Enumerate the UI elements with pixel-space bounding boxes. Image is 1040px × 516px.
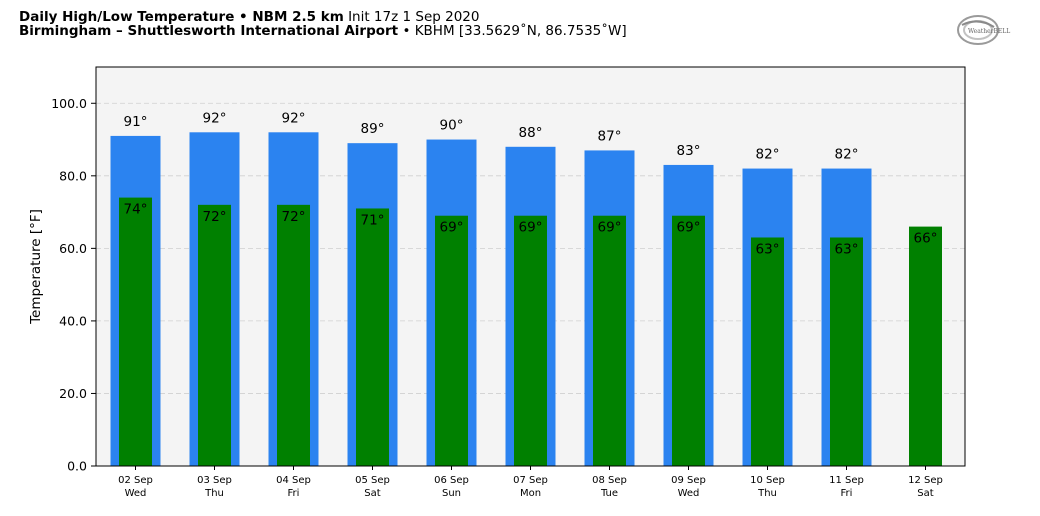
low-temp-bar <box>356 208 389 467</box>
x-tick-weekday: Wed <box>125 488 147 499</box>
low-temp-bar <box>435 215 468 466</box>
high-temp-label: 82° <box>756 147 780 163</box>
high-temp-label: 88° <box>519 125 543 141</box>
x-tick-date: 05 Sep <box>355 475 390 486</box>
low-temp-label: 72° <box>282 209 306 225</box>
x-tick-date: 11 Sep <box>829 475 864 486</box>
high-temp-label: 90° <box>440 118 464 134</box>
low-temp-bar <box>593 215 626 466</box>
x-tick-date: 10 Sep <box>750 475 785 486</box>
x-tick-weekday: Fri <box>288 488 300 499</box>
y-tick-label: 0.0 <box>67 459 87 474</box>
high-temperature-series <box>110 132 872 467</box>
low-temp-bar <box>672 215 705 466</box>
high-temp-label: 82° <box>835 147 859 163</box>
y-tick-label: 40.0 <box>59 313 87 328</box>
high-temp-label: 92° <box>282 110 306 126</box>
y-axis: 0.0 20.0 40.0 60.0 80.0 100.0 <box>51 96 96 474</box>
y-tick-label: 80.0 <box>59 168 87 183</box>
high-temp-label: 92° <box>203 110 227 126</box>
weatherbell-logo-icon: WeatherBELL <box>957 15 1010 45</box>
low-temp-label: 66° <box>914 231 938 247</box>
high-temp-label: 83° <box>677 143 701 159</box>
low-temp-bar <box>514 215 547 466</box>
low-temp-bar <box>909 226 942 466</box>
location-detail: • KBHM [33.5629˚N, 86.7535˚W] <box>402 23 627 39</box>
x-tick-date: 03 Sep <box>197 475 232 486</box>
x-tick-weekday: Tue <box>600 488 618 499</box>
y-tick-label: 100.0 <box>51 96 87 111</box>
y-tick-label: 60.0 <box>59 241 87 256</box>
high-temp-label: 91° <box>124 114 148 130</box>
x-tick-date: 02 Sep <box>118 475 153 486</box>
low-temp-label: 69° <box>677 220 701 236</box>
x-tick-weekday: Wed <box>678 488 700 499</box>
low-temp-label: 71° <box>361 212 385 228</box>
x-tick-date: 07 Sep <box>513 475 548 486</box>
low-temp-label: 72° <box>203 209 227 225</box>
x-tick-weekday: Sat <box>364 488 380 499</box>
data-labels: 91° 92° 92° 89° 90° 88° 87° 83° 82° 82° 74° 72° 72° 7… <box>124 110 938 257</box>
title-main: Daily High/Low Temperature • NBM 2.5 km <box>19 9 344 25</box>
chart-title: Daily High/Low Temperature • NBM 2.5 km … <box>19 9 479 25</box>
low-temp-bar <box>198 204 231 466</box>
low-temp-label: 69° <box>598 220 622 236</box>
low-temp-bar <box>751 237 784 466</box>
x-tick-weekday: Sat <box>917 488 933 499</box>
high-temp-label: 89° <box>361 121 385 137</box>
low-temp-bar <box>119 197 152 466</box>
y-tick-label: 20.0 <box>59 386 87 401</box>
low-temp-bar <box>830 237 863 466</box>
high-temp-label: 87° <box>598 128 622 144</box>
logo-text: WeatherBELL <box>968 28 1010 35</box>
x-tick-weekday: Thu <box>757 488 777 499</box>
x-axis: 02 Sep Wed 03 Sep Thu 04 Sep Fri 05 Sep Sat 06 S… <box>118 466 943 499</box>
x-tick-weekday: Fri <box>841 488 853 499</box>
low-temp-label: 74° <box>124 202 148 218</box>
x-tick-date: 09 Sep <box>671 475 706 486</box>
x-tick-date: 08 Sep <box>592 475 627 486</box>
low-temp-label: 69° <box>519 220 543 236</box>
x-tick-weekday: Sun <box>442 488 461 499</box>
low-temperature-series <box>119 197 942 467</box>
chart-subtitle: Birmingham – Shuttlesworth International… <box>19 23 627 39</box>
x-tick-weekday: Mon <box>520 488 541 499</box>
title-init-time: Init 17z 1 Sep 2020 <box>348 9 480 25</box>
low-temp-bar <box>277 204 310 466</box>
x-tick-date: 06 Sep <box>434 475 469 486</box>
location-name: Birmingham – Shuttlesworth International… <box>19 23 399 39</box>
low-temp-label: 63° <box>835 241 859 257</box>
x-tick-weekday: Thu <box>204 488 224 499</box>
y-axis-label: Temperature [°F] <box>28 209 44 325</box>
low-temp-label: 69° <box>440 220 464 236</box>
x-tick-date: 12 Sep <box>908 475 943 486</box>
x-tick-date: 04 Sep <box>276 475 311 486</box>
low-temp-label: 63° <box>756 241 780 257</box>
